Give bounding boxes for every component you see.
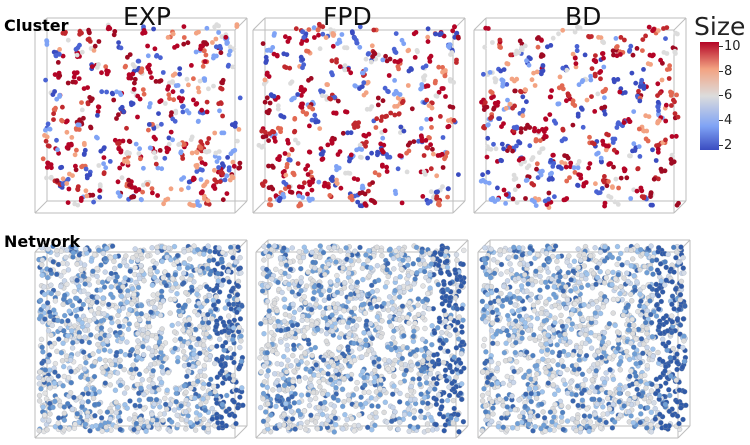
colorbar-tick-2: 2 (724, 138, 733, 153)
column-title-fpd: FPD (323, 2, 372, 31)
cluster-fpd-panel (252, 17, 466, 214)
colorbar-title: Size (694, 12, 746, 41)
colorbar-tick-mark (719, 120, 723, 121)
colorbar-tick-mark (719, 95, 723, 96)
cluster-bd-panel (473, 17, 687, 214)
colorbar-tick-mark (719, 145, 723, 146)
colorbar-tick-10: 10 (724, 39, 741, 54)
colorbar-tick-4: 4 (724, 113, 733, 128)
colorbar-tick-mark (719, 71, 723, 72)
network-bd-panel (477, 239, 691, 439)
column-title-bd: BD (565, 2, 602, 31)
cluster-exp-panel (34, 17, 248, 214)
column-title-exp: EXP (123, 2, 171, 31)
colorbar-tick-6: 6 (724, 88, 733, 103)
colorbar (700, 42, 719, 150)
network-exp-panel (34, 239, 248, 439)
row-label-network: Network (4, 232, 81, 251)
colorbar-tick-8: 8 (724, 64, 733, 79)
row-label-cluster: Cluster (4, 16, 69, 35)
colorbar-tick-mark (719, 46, 723, 47)
network-fpd-panel (255, 239, 469, 439)
